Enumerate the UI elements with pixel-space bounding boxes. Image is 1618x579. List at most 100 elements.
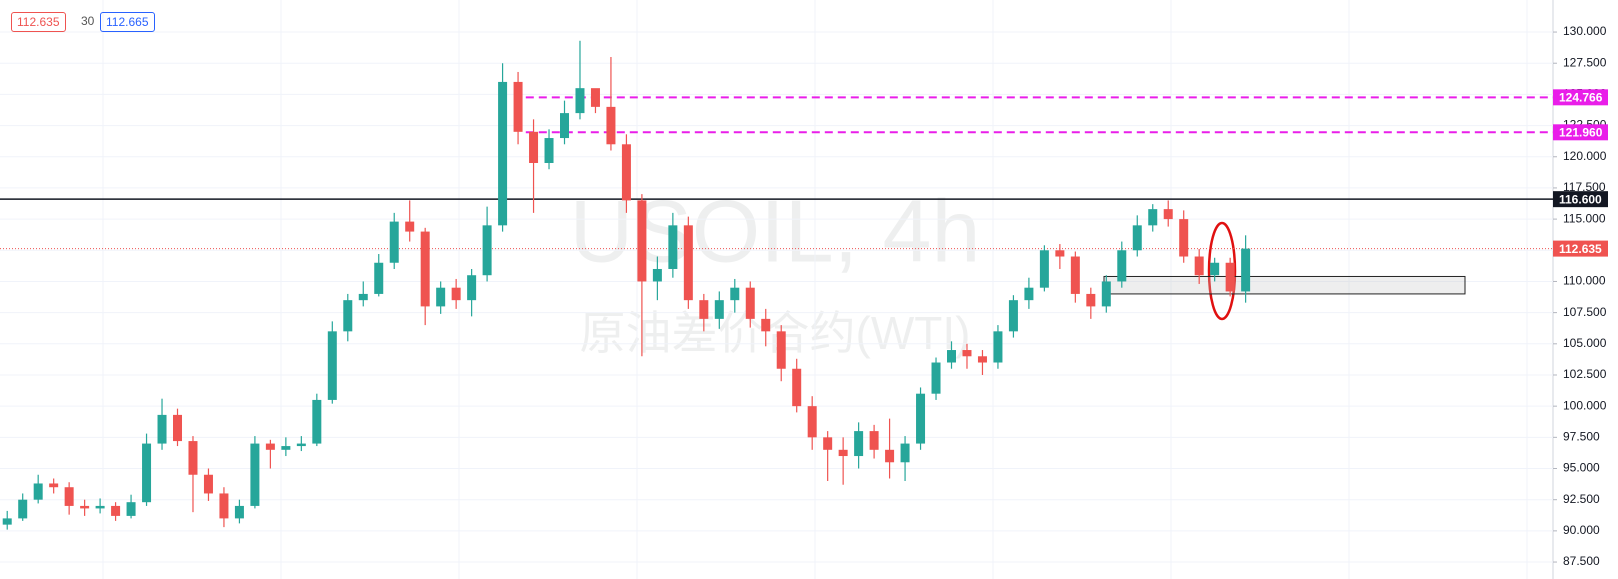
candle-body [529, 131, 539, 163]
candle-body [80, 505, 90, 509]
level-label: 124.766 [1559, 90, 1603, 104]
candle-body [1101, 281, 1111, 307]
candle-body [498, 81, 508, 226]
candle-body [513, 81, 523, 132]
y-tick-label: 92.500 [1563, 492, 1600, 506]
level-label-box [1553, 89, 1608, 106]
ask-price: 112.665 [100, 12, 155, 32]
candle-body [1070, 256, 1080, 294]
highlight-ellipse [1207, 221, 1237, 321]
y-tick-label: 115.000 [1563, 211, 1606, 225]
candle-body [2, 518, 12, 525]
candle-body [188, 441, 198, 475]
y-tick-label: 117.500 [1563, 180, 1606, 194]
price-zone [1103, 275, 1466, 295]
candle-body [699, 300, 709, 319]
candle-body [1194, 256, 1204, 276]
candle-body [482, 225, 492, 276]
level-label: 121.960 [1559, 125, 1603, 139]
candle-body [1210, 262, 1220, 276]
candle-body [64, 487, 74, 506]
level-label-box [1553, 124, 1608, 141]
candle-body [590, 88, 600, 107]
candle-body [730, 287, 740, 301]
candle-body [652, 268, 662, 282]
candle-body [560, 113, 570, 139]
candle-body [142, 443, 152, 503]
y-tick-label: 105.000 [1563, 336, 1607, 350]
candle-body [962, 350, 972, 357]
y-tick-label: 110.000 [1563, 274, 1606, 288]
candle-body [296, 443, 306, 447]
y-tick-label: 100.000 [1563, 398, 1607, 412]
candle-body [637, 200, 647, 282]
candle-body [745, 287, 755, 319]
bid-price: 112.635 [11, 12, 66, 32]
y-tick-label: 102.500 [1563, 367, 1607, 381]
candle-body [312, 399, 322, 444]
candle-body [621, 144, 631, 201]
candle-body [327, 331, 337, 400]
y-tick-label: 95.000 [1563, 461, 1600, 475]
candle-body [606, 106, 616, 145]
candle-body [1241, 248, 1251, 292]
y-tick-label: 107.500 [1563, 305, 1607, 319]
level-label: 116.600 [1559, 192, 1602, 206]
candle-body [1086, 293, 1096, 307]
candle-body [1117, 250, 1127, 282]
candle-body [916, 393, 926, 444]
candle-body [885, 449, 895, 463]
candle-body [173, 414, 183, 442]
candle-body [900, 443, 910, 463]
spread: 30 [81, 14, 95, 28]
candle-body [823, 437, 833, 450]
candle-body [265, 443, 275, 450]
candle-body [683, 225, 693, 301]
candle-body [869, 431, 879, 450]
candle-body [931, 362, 941, 394]
candle-body [714, 300, 724, 319]
candle-body [575, 88, 585, 114]
candle-body [389, 221, 399, 263]
y-tick-label: 97.500 [1563, 430, 1600, 444]
candle-body [95, 505, 105, 509]
watermark-subtitle: 原油差价合约(WTI) [580, 307, 971, 359]
candle-body [1039, 250, 1049, 288]
candle-body [1055, 250, 1065, 257]
candle-body [250, 443, 260, 506]
candle-body [219, 493, 229, 519]
candle-body [947, 350, 957, 363]
candle-body [977, 356, 987, 363]
candle-body [1024, 287, 1034, 301]
candle-body [126, 502, 136, 516]
candle-body [838, 449, 848, 457]
candle-body [451, 287, 461, 301]
candle-body [1132, 225, 1142, 251]
y-tick-label: 90.000 [1563, 523, 1600, 537]
candle-body [544, 138, 554, 163]
candle-body [776, 331, 786, 369]
candle-body [1148, 209, 1158, 226]
candle-body [1179, 219, 1189, 257]
candle-body [49, 483, 59, 488]
candle-body [807, 406, 817, 438]
candle-body [203, 474, 213, 494]
candle-body [792, 368, 802, 407]
candle-body [343, 300, 353, 332]
candle-body [761, 318, 771, 332]
y-tick-label: 127.500 [1563, 55, 1607, 69]
candle-body [1163, 209, 1173, 220]
watermark: USOIL, 4h [570, 181, 981, 280]
y-tick-label: 87.500 [1563, 554, 1600, 568]
level-label: 112.635 [1559, 242, 1602, 256]
candle-body [405, 221, 415, 232]
y-tick-label: 120.000 [1563, 149, 1607, 163]
candle-body [358, 293, 368, 301]
candle-body [1225, 262, 1235, 292]
candle-body [1008, 300, 1018, 332]
candle-body [234, 505, 244, 519]
candle-body [281, 446, 291, 450]
candle-body [420, 231, 430, 307]
